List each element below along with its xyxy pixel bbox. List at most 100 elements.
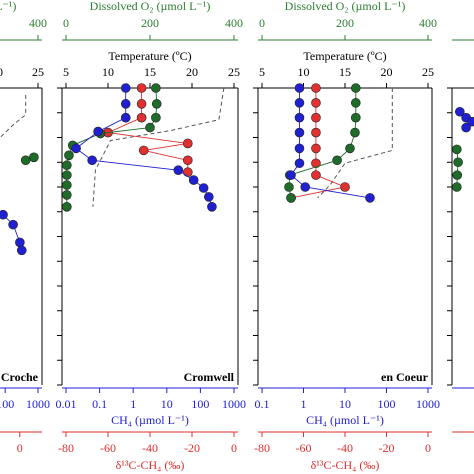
data-point [151, 99, 162, 109]
x-tick-label: -40 [337, 441, 353, 455]
lake-name: Cromwell [184, 370, 235, 384]
x-tick-label: 100 [0, 397, 14, 411]
data-point [62, 160, 72, 171]
x-tick-label: -40 [142, 441, 158, 455]
x-tick-label: 20 [0, 65, 3, 79]
data-point [311, 112, 321, 123]
data-point [183, 138, 193, 149]
x-tick-label: 1 [301, 397, 307, 411]
data-point [207, 202, 217, 212]
data-point [365, 193, 375, 203]
x-tick-label: 15 [144, 65, 156, 79]
data-point [120, 99, 131, 109]
x-tick-label: 1000 [26, 397, 50, 411]
x-tick-label: 25 [228, 65, 240, 79]
data-point [452, 182, 462, 192]
x-tick-label: 25 [422, 65, 434, 79]
x-tick-label: 0.1 [92, 397, 107, 411]
data-point [286, 193, 296, 203]
x-tick-label: 20 [381, 65, 393, 79]
x-tick-label: 0 [17, 441, 23, 455]
x-tick-label: 10 [102, 65, 114, 79]
data-point [345, 143, 355, 154]
data-point [136, 99, 147, 109]
x-tick-label: 100 [378, 397, 396, 411]
data-point [311, 98, 321, 108]
data-point [62, 202, 72, 212]
data-point [461, 122, 471, 133]
data-point [311, 170, 321, 180]
temperature-profile [317, 88, 393, 199]
data-point [71, 143, 81, 154]
data-point [151, 112, 161, 123]
data-point [138, 145, 149, 156]
axis-title: δ¹³C-CH₄ (‰) [311, 458, 380, 472]
axis-title: Dissolved O₂ (µmol L⁻¹) [90, 0, 211, 13]
x-tick-label: 200 [141, 16, 159, 30]
data-point [311, 83, 321, 93]
data-point [145, 122, 155, 133]
x-tick-label: 5 [63, 65, 69, 79]
x-tick-label: -60 [296, 441, 312, 455]
x-tick-label: -60 [100, 441, 116, 455]
data-point [62, 180, 72, 190]
x-tick-label: 400 [29, 16, 47, 30]
data-point [0, 209, 8, 220]
data-point [332, 155, 342, 166]
data-point [64, 150, 74, 161]
axis-title: Dissolved O₂ (µmol L⁻¹) [285, 0, 406, 13]
data-point [311, 127, 321, 138]
data-point [15, 237, 25, 248]
x-tick-label: 20 [186, 65, 198, 79]
axis-title: Dissolved O₂ (µmol L⁻¹) [0, 0, 16, 13]
data-point [300, 182, 311, 192]
data-point [311, 143, 321, 154]
x-tick-label: -20 [184, 441, 200, 455]
x-tick-label: -80 [254, 441, 270, 455]
x-tick-label: 0 [231, 441, 237, 455]
data-point [452, 170, 463, 180]
data-point [284, 182, 294, 192]
x-tick-label: 1 [130, 397, 136, 411]
data-point [294, 143, 305, 154]
data-point [294, 98, 305, 108]
x-tick-label: 0 [259, 16, 265, 30]
x-tick-label: 400 [225, 16, 243, 30]
x-tick-label: -80 [58, 441, 74, 455]
x-tick-label: 1000 [416, 397, 440, 411]
data-point [453, 157, 463, 168]
data-point [294, 158, 305, 169]
x-tick-label: 1000 [222, 397, 246, 411]
data-point [452, 144, 462, 155]
data-point [16, 245, 27, 256]
data-point [340, 182, 350, 192]
x-tick-label: 0 [63, 16, 69, 30]
data-point [8, 219, 18, 230]
data-point [350, 83, 361, 93]
data-point [286, 170, 296, 180]
axis-title: Temperature (ºC) [108, 49, 191, 63]
data-point [350, 112, 361, 123]
data-point [183, 167, 193, 177]
data-point [294, 83, 305, 93]
x-tick-label: 0.1 [255, 397, 270, 411]
x-tick-label: 0.01 [56, 397, 77, 411]
data-point [20, 155, 31, 166]
x-tick-label: 15 [339, 65, 351, 79]
axis-title: Temperature (ºC) [303, 49, 386, 63]
data-point [188, 175, 199, 185]
data-point [294, 112, 305, 123]
data-point [120, 83, 131, 93]
axis-title: CH₄ (µmol L⁻¹) [306, 413, 384, 427]
x-tick-label: 10 [339, 397, 351, 411]
data-point [62, 170, 72, 180]
lake-name: Croche [1, 370, 39, 384]
data-point [183, 155, 193, 166]
x-tick-label: 5 [259, 65, 265, 79]
x-tick-label: 10 [161, 397, 173, 411]
temperature-profile [0, 94, 27, 139]
axis-title: δ¹³C-CH₄ (‰) [116, 458, 185, 472]
x-tick-label: -20 [379, 441, 395, 455]
lake-name: en Coeur [381, 370, 429, 384]
